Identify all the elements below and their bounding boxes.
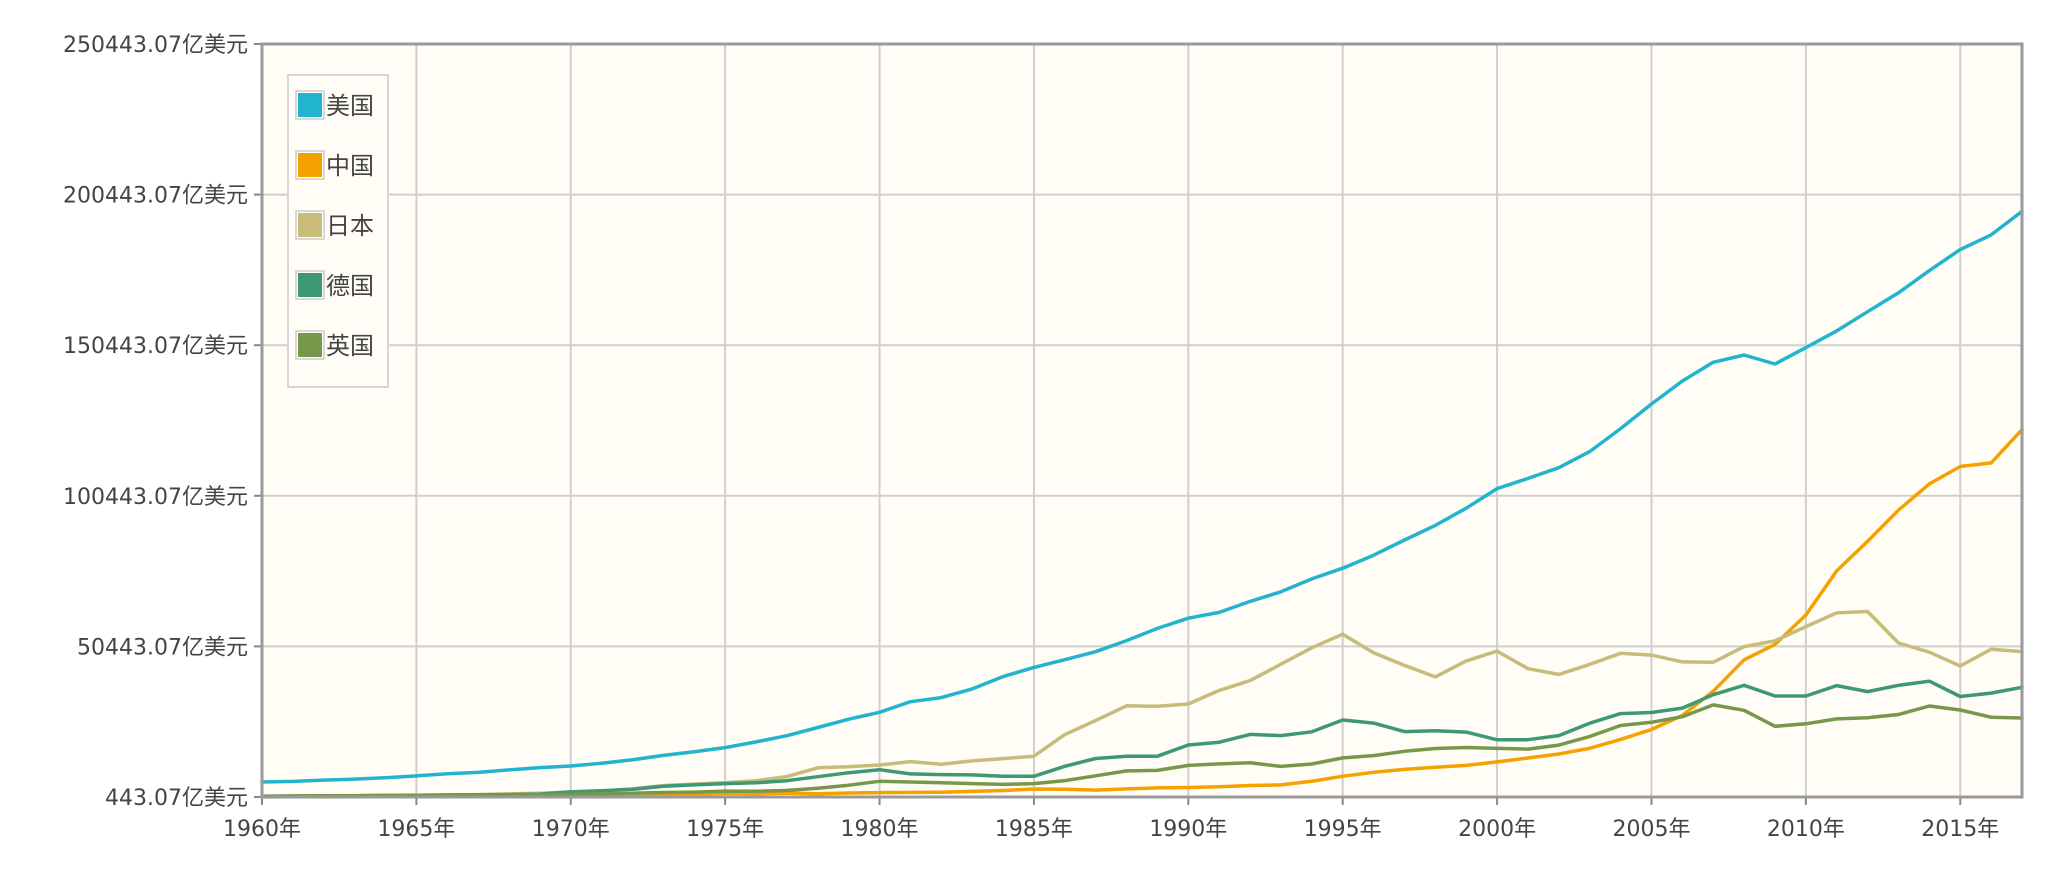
y-tick-label: 150443.07亿美元 bbox=[63, 334, 248, 359]
legend-item-4[interactable]: 德国 bbox=[295, 270, 374, 300]
x-tick-label: 1965年 bbox=[377, 817, 455, 842]
x-tick-label: 1980年 bbox=[841, 817, 919, 842]
legend-label: 日本 bbox=[326, 212, 374, 240]
legend-label: 德国 bbox=[326, 272, 374, 300]
y-tick-label: 443.07亿美元 bbox=[105, 786, 248, 811]
grid bbox=[262, 44, 2022, 797]
legend-swatch bbox=[298, 273, 322, 297]
x-tick-label: 2000年 bbox=[1458, 817, 1536, 842]
x-tick-label: 2005年 bbox=[1612, 817, 1690, 842]
legend-swatch bbox=[298, 333, 322, 357]
legend-item-1[interactable]: 美国 bbox=[295, 90, 374, 120]
y-tick-label: 250443.07亿美元 bbox=[63, 33, 248, 58]
y-tick-label: 200443.07亿美元 bbox=[63, 184, 248, 209]
x-tick-label: 1970年 bbox=[532, 817, 610, 842]
axes: 443.07亿美元 50443.07亿美元 100443.07亿美元 150443.0… bbox=[63, 33, 1999, 842]
series-line-5 bbox=[260, 703, 2024, 798]
legend-item-5[interactable]: 英国 bbox=[295, 330, 374, 360]
x-tick-label: 2010年 bbox=[1767, 817, 1845, 842]
legend-label: 美国 bbox=[326, 92, 374, 120]
x-tick-label: 1995年 bbox=[1304, 817, 1382, 842]
legend-item-3[interactable]: 日本 bbox=[295, 210, 374, 240]
x-tick-label: 1960年 bbox=[223, 817, 301, 842]
plot-border bbox=[260, 42, 2024, 799]
y-tick-label: 50443.07亿美元 bbox=[77, 635, 248, 660]
plot-area bbox=[262, 44, 2022, 797]
legend-swatch bbox=[298, 213, 322, 237]
legend-item-2[interactable]: 中国 bbox=[295, 150, 374, 180]
x-tick-label: 1990年 bbox=[1149, 817, 1227, 842]
x-tick-label: 1985年 bbox=[995, 817, 1073, 842]
x-tick-label: 2015年 bbox=[1921, 817, 1999, 842]
x-tick-label: 1975年 bbox=[686, 817, 764, 842]
legend-swatch bbox=[298, 153, 322, 177]
legend-label: 英国 bbox=[326, 332, 374, 360]
y-tick-label: 100443.07亿美元 bbox=[63, 485, 248, 510]
legend-label: 中国 bbox=[326, 152, 374, 180]
series-line-1 bbox=[260, 209, 2024, 784]
legend-swatch bbox=[298, 93, 322, 117]
